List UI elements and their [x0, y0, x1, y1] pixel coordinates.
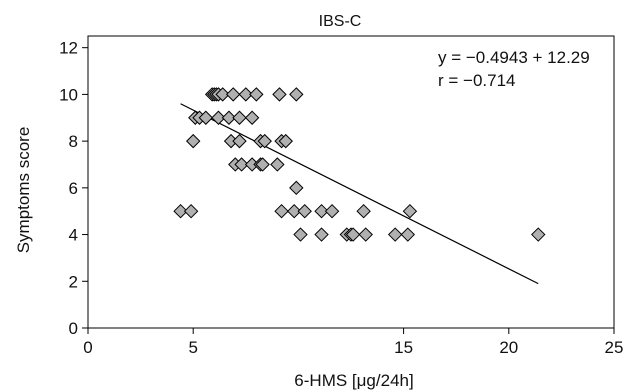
data-point-marker [173, 203, 188, 219]
data-point-marker [402, 203, 418, 219]
data-points [173, 87, 546, 242]
data-point-marker [293, 227, 308, 242]
data-point-marker [249, 87, 264, 102]
data-point-marker [272, 87, 287, 102]
data-point-marker [531, 227, 546, 242]
data-point-marker [358, 227, 373, 242]
data-point-marker [198, 110, 214, 125]
data-point-marker [274, 203, 289, 219]
plot-area-frame [87, 35, 615, 329]
data-point-marker [314, 203, 329, 219]
data-point-marker [225, 87, 241, 102]
y-tick-label: 12 [59, 39, 78, 58]
x-tick-label: 0 [83, 338, 92, 357]
y-tick-label: 0 [69, 319, 78, 338]
data-point-marker [286, 203, 302, 219]
data-point-marker [244, 110, 260, 125]
regression-line [180, 103, 539, 285]
data-point-marker [387, 227, 403, 242]
regression-equation: y = −0.4943 + 12.29 [438, 48, 590, 67]
data-point-marker [234, 157, 249, 172]
data-point-marker [278, 133, 293, 149]
data-point-marker [314, 227, 329, 242]
y-axis-label: Symptoms score [14, 127, 33, 254]
data-point-marker [257, 133, 272, 149]
data-point-marker [185, 133, 201, 149]
data-point-marker [356, 203, 371, 219]
y-tick-label: 4 [69, 226, 78, 245]
data-point-marker [289, 87, 304, 102]
x-tick-label: 20 [499, 338, 518, 357]
y-tick-label: 6 [69, 179, 78, 198]
y-tick-label: 10 [59, 85, 78, 104]
y-tick-label: 8 [69, 132, 78, 151]
data-point-marker [297, 203, 312, 219]
data-point-marker [215, 87, 230, 102]
data-point-marker [324, 203, 340, 219]
data-point-marker [183, 203, 199, 219]
y-tick-label: 2 [69, 272, 78, 291]
data-point-marker [211, 110, 226, 125]
data-point-marker [255, 157, 270, 172]
data-point-marker [238, 87, 254, 102]
data-point-marker [221, 110, 237, 125]
chart-title: IBS-C [319, 13, 362, 30]
y-axis: 0 2 4 6 8 10 12 [59, 39, 88, 338]
correlation-coefficient: r = −0.714 [438, 71, 516, 90]
data-point-marker [232, 110, 247, 125]
x-tick-label: 5 [188, 338, 197, 357]
data-point-marker [345, 227, 361, 242]
x-tick-label: 15 [394, 338, 413, 357]
data-point-marker [400, 227, 416, 242]
x-tick-label: 25 [605, 338, 624, 357]
x-axis-label: 6-HMS [μg/24h] [294, 371, 413, 390]
x-axis: 0 5 15 20 25 [83, 328, 623, 357]
data-point-marker [289, 180, 304, 196]
data-point-marker [232, 133, 247, 149]
data-point-marker [270, 157, 285, 172]
